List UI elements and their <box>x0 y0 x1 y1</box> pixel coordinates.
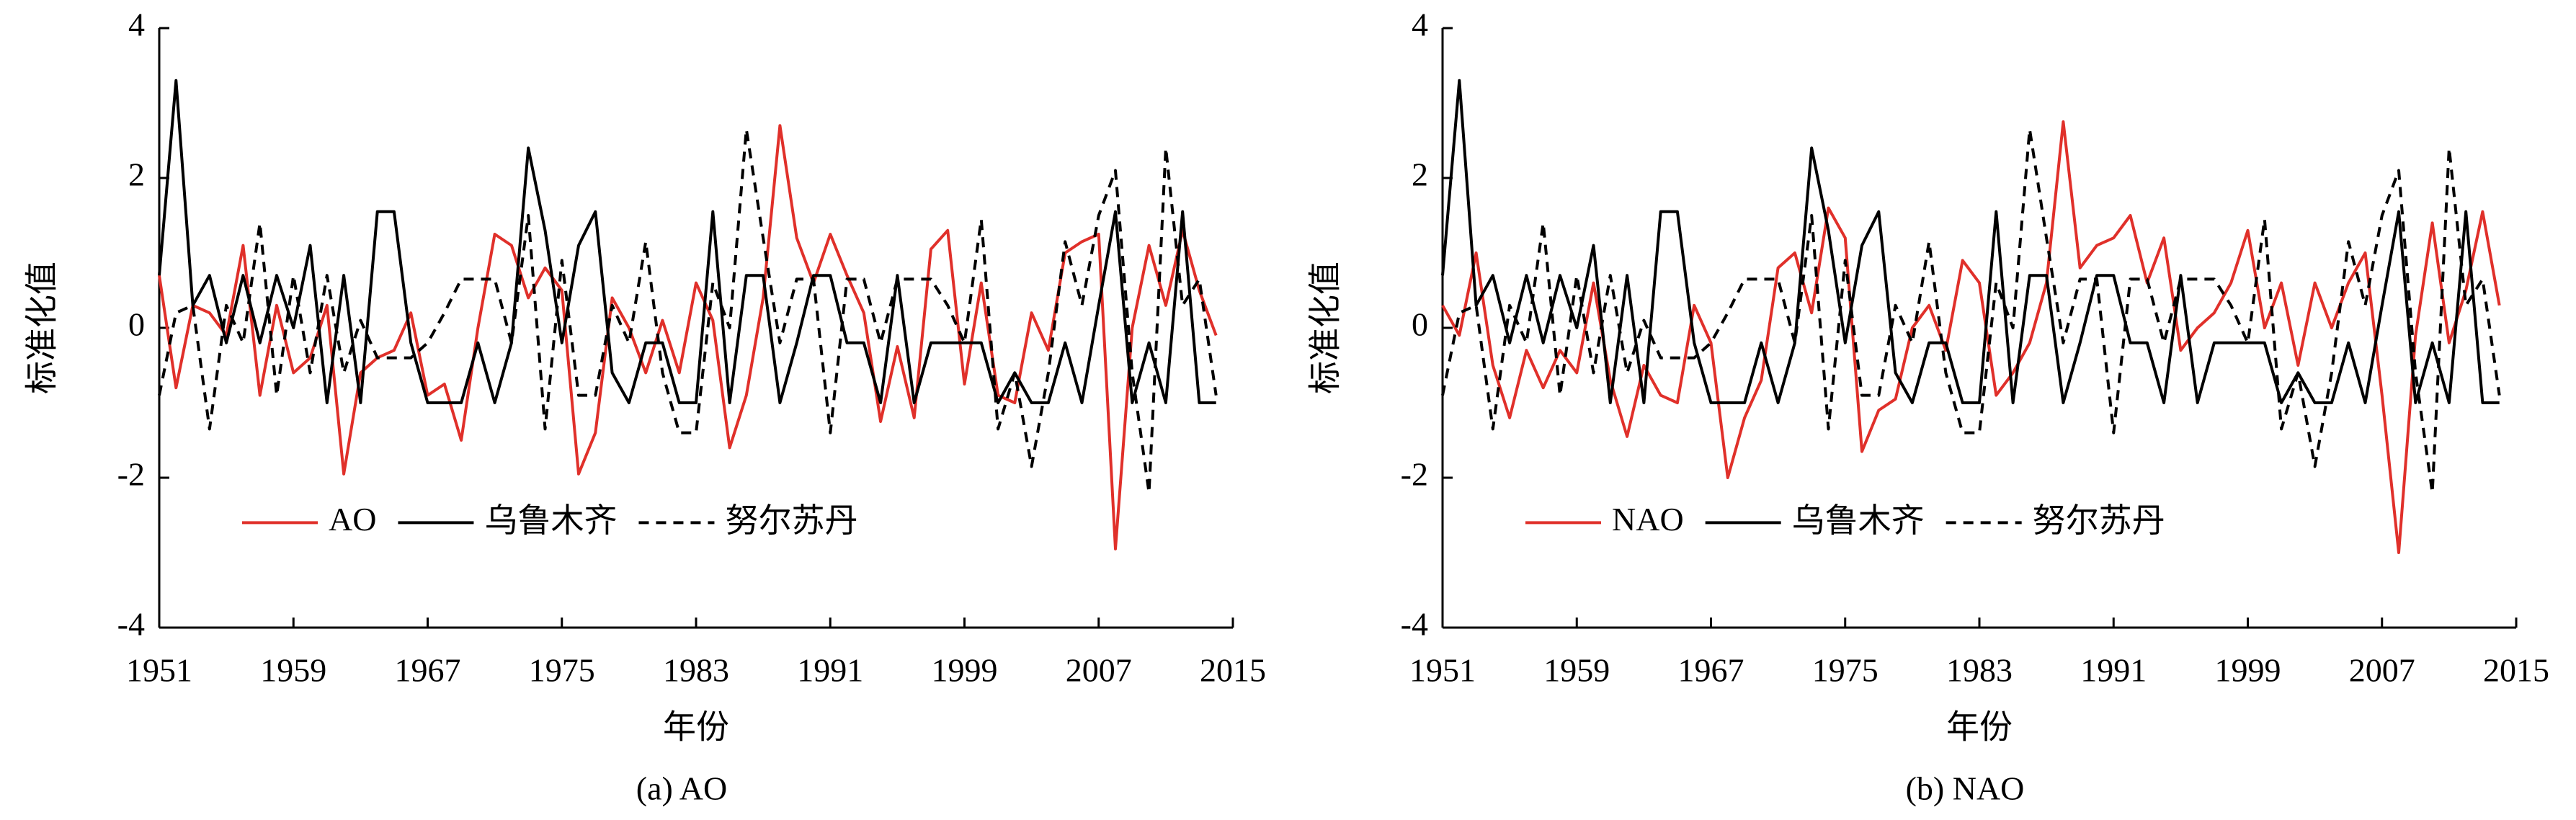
chart: -4 -2 0 2 4 1951 1959 1967 1975 1983 1991 1999 2007 2… <box>1306 6 2550 807</box>
x-tick-label: 1983 <box>663 652 729 689</box>
legend-label: 努尔苏丹 <box>725 501 857 540</box>
x-tick-label: 2007 <box>2349 652 2415 689</box>
y-tick-label: -2 <box>117 456 145 493</box>
x-tick-label: 1967 <box>395 652 461 689</box>
y-tick-label: 0 <box>1412 306 1428 343</box>
y-tick-label: 4 <box>128 6 145 43</box>
x-axis-label: 年份 <box>1946 708 2013 747</box>
y-tick-label: 0 <box>128 306 145 343</box>
y-axis-label: 标准化值 <box>22 262 61 394</box>
legend-label: 乌鲁木齐 <box>484 501 617 540</box>
x-tick-label: 1967 <box>1678 652 1744 689</box>
x-tick-label: 1959 <box>1543 652 1610 689</box>
x-tick-label: 1975 <box>529 652 595 689</box>
x-tick-label: 2015 <box>1200 652 1266 689</box>
x-tick-label: 1975 <box>1812 652 1878 689</box>
x-axis-label: 年份 <box>663 708 729 747</box>
x-tick-label: 1999 <box>2215 652 2281 689</box>
series-line <box>158 79 1216 404</box>
y-tick-label: 2 <box>128 156 145 193</box>
x-tick-label: 1951 <box>126 652 192 689</box>
caption: (a) AO <box>636 770 727 807</box>
legend-label: NAO <box>1612 501 1684 538</box>
chart: -4 -2 0 2 4 1951 1959 1967 1975 1983 1991 1999 2007 2… <box>22 6 1267 807</box>
y-axis-label: 标准化值 <box>1306 262 1345 394</box>
x-tick-label: 2007 <box>1066 652 1132 689</box>
y-tick-label: -4 <box>117 606 145 643</box>
y-tick-label: 2 <box>1412 156 1428 193</box>
series-line <box>1441 79 2500 404</box>
legend-label: AO <box>329 501 376 538</box>
series-line <box>158 128 1218 494</box>
y-tick-label: 4 <box>1412 6 1428 43</box>
x-tick-label: 1951 <box>1409 652 1476 689</box>
series-line <box>158 124 1218 551</box>
y-tick-label: -4 <box>1401 606 1428 643</box>
y-tick-label: -2 <box>1401 456 1428 493</box>
x-tick-label: 1959 <box>260 652 326 689</box>
series-line <box>1441 120 2501 554</box>
x-tick-label: 1991 <box>2080 652 2147 689</box>
legend-label: 努尔苏丹 <box>2033 501 2165 540</box>
series-line <box>1441 128 2501 494</box>
legend-label: 乌鲁木齐 <box>1792 501 1925 540</box>
x-tick-label: 2015 <box>2483 652 2549 689</box>
x-tick-label: 1991 <box>797 652 863 689</box>
x-tick-label: 1983 <box>1946 652 2013 689</box>
caption: (b) NAO <box>1906 770 2025 807</box>
x-tick-label: 1999 <box>932 652 998 689</box>
